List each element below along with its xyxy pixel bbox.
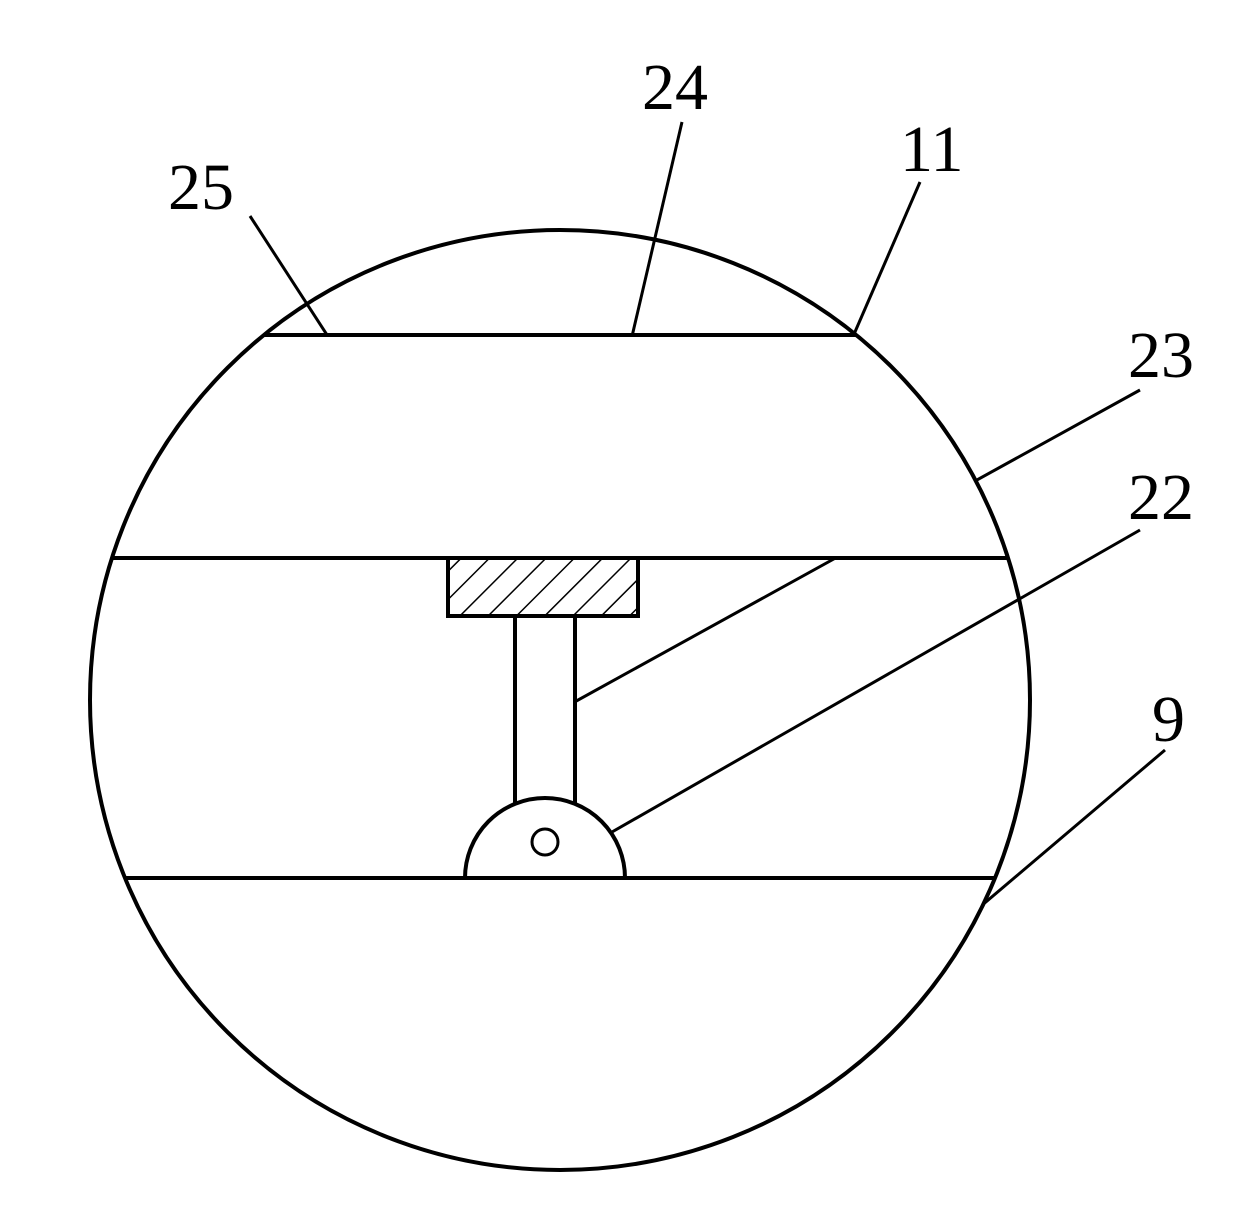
- upper-band: [0, 335, 1240, 558]
- label-22: 22: [1128, 460, 1194, 536]
- hub-hole: [532, 829, 558, 855]
- shaft: [515, 616, 575, 806]
- label-9: 9: [1152, 682, 1185, 758]
- lower-cap: [0, 878, 1240, 1229]
- label-24: 24: [642, 50, 708, 126]
- label-11: 11: [900, 112, 964, 188]
- label-25: 25: [168, 150, 234, 226]
- leader-22: [598, 530, 1140, 840]
- mount-block: [448, 558, 638, 616]
- label-23: 23: [1128, 318, 1194, 394]
